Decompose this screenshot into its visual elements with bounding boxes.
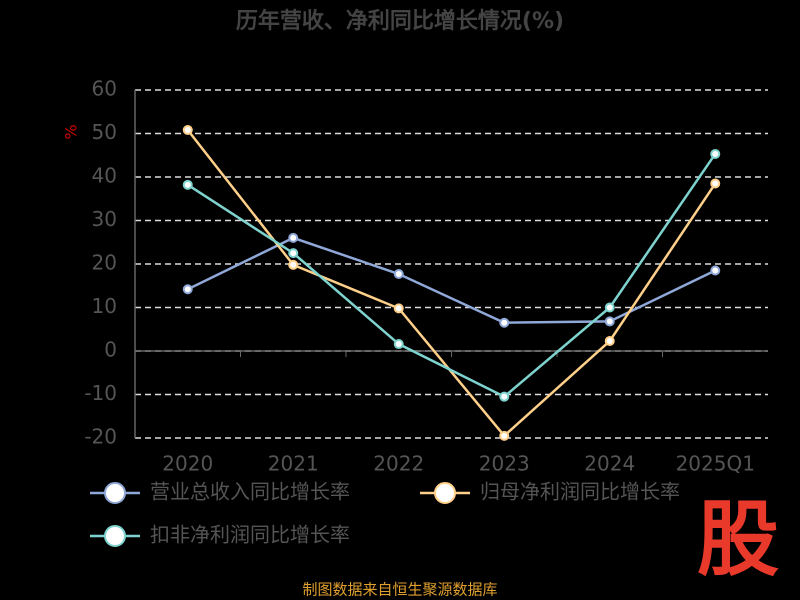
legend-label: 扣非净利润同比增长率: [150, 523, 350, 547]
series-line: [187, 153, 717, 399]
x-tick-label: 2020: [162, 452, 213, 476]
source-note: 制图数据来自恒生聚源数据库: [302, 581, 497, 599]
legend-marker: [104, 525, 126, 547]
data-point: [182, 125, 193, 136]
y-tick-label: 30: [92, 207, 117, 231]
data-point: [393, 269, 404, 280]
y-tick-label: 20: [92, 251, 117, 275]
y-tick-label: 40: [92, 164, 117, 188]
data-point: [393, 303, 404, 314]
data-point: [604, 302, 615, 313]
data-point: [710, 148, 721, 159]
data-point: [710, 178, 721, 189]
series-line: [187, 236, 716, 324]
y-tick-label: 0: [104, 338, 117, 362]
y-tick-label: -10: [84, 381, 117, 405]
y-tick-label: 60: [92, 77, 117, 101]
data-point: [604, 335, 615, 346]
y-tick-label: 10: [92, 294, 117, 318]
y-tick-label: 50: [92, 120, 117, 144]
legend-marker: [104, 482, 126, 504]
data-point: [604, 316, 615, 327]
y-axis-label: %: [62, 124, 81, 139]
data-point: [288, 259, 299, 270]
x-tick-label: 2022: [373, 452, 424, 476]
logo: 股: [697, 492, 779, 587]
series-line: [186, 129, 717, 438]
data-point: [182, 284, 193, 295]
legend-marker: [434, 482, 456, 504]
x-tick-label: 2025Q1: [676, 452, 755, 476]
data-point: [499, 317, 510, 328]
data-point: [182, 179, 193, 190]
data-point: [710, 265, 721, 276]
data-point: [288, 232, 299, 243]
legend-label: 营业总收入同比增长率: [150, 480, 350, 504]
legend-label: 归母净利润同比增长率: [480, 480, 680, 504]
data-point: [499, 430, 510, 441]
data-point: [393, 339, 404, 350]
x-tick-label: 2021: [268, 452, 319, 476]
data-point: [499, 391, 510, 402]
x-tick-label: 2024: [584, 452, 635, 476]
x-tick-label: 2023: [479, 452, 530, 476]
data-point: [288, 248, 299, 259]
chart-title: 历年营收、净利同比增长情况(%): [236, 8, 564, 34]
y-tick-label: -20: [84, 425, 117, 449]
